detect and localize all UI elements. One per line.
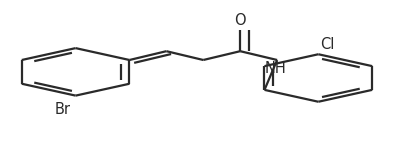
- Text: Br: Br: [55, 102, 71, 117]
- Text: NH: NH: [264, 61, 286, 76]
- Text: O: O: [234, 13, 246, 28]
- Text: Cl: Cl: [320, 37, 335, 52]
